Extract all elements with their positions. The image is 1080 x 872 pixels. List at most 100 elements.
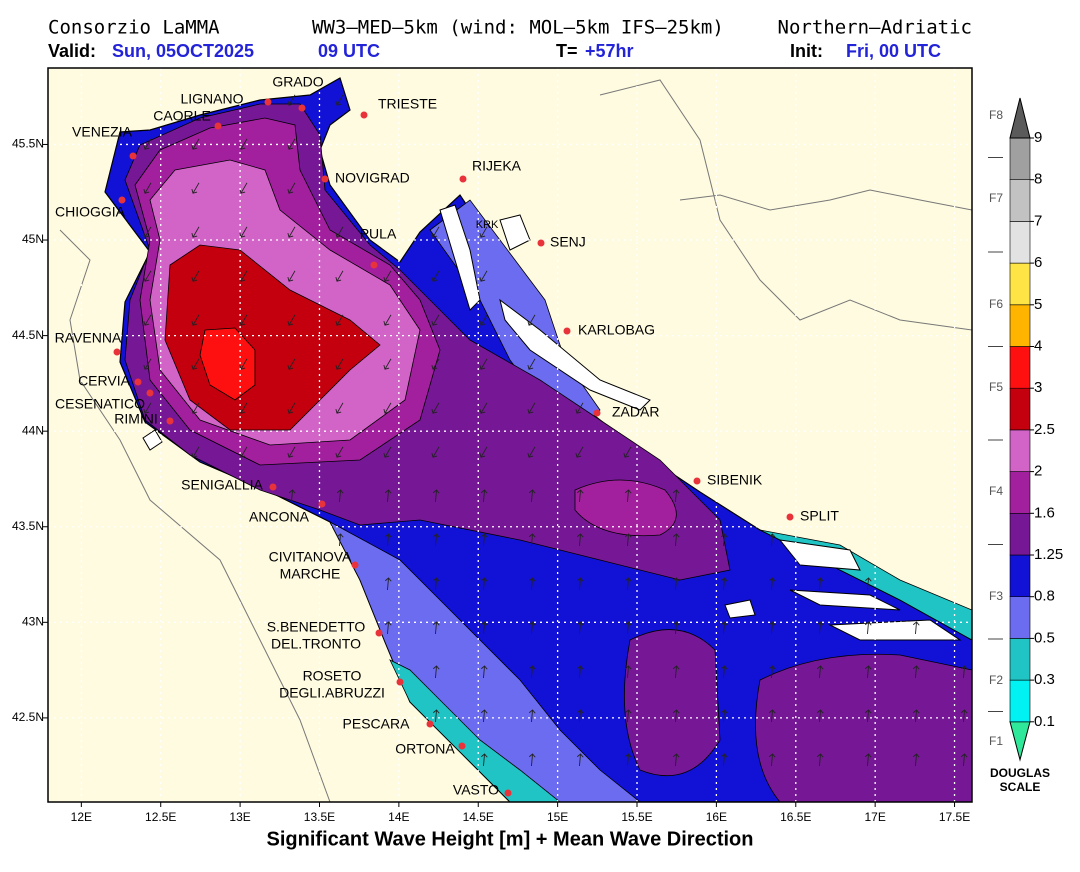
- arrow: [239, 182, 248, 194]
- arrow: [527, 358, 536, 370]
- arrow: [336, 533, 344, 547]
- arrow: [479, 226, 488, 238]
- x-tick-label: 14.5E: [463, 810, 494, 824]
- colorbar: 0.1 0.3 0.5 0.8 1.25 1.6 2 2.5 3 4 5 6 7 8 9 F1 F2 F3 F4 F5…: [988, 97, 1063, 794]
- arrow: [287, 94, 296, 106]
- colorbar-box: [1009, 554, 1031, 598]
- valid-label: Valid:: [48, 41, 96, 61]
- arrow: [143, 314, 152, 326]
- arrow: [864, 709, 872, 723]
- arrow: [191, 358, 200, 370]
- city-label: CERVIA: [78, 373, 131, 389]
- city-label: RIJEKA: [472, 158, 522, 174]
- graticule: [48, 68, 972, 802]
- x-tick-label: 13E: [229, 810, 250, 824]
- colorbar-high: [1009, 97, 1031, 139]
- arrow: [479, 402, 488, 414]
- arrow: [624, 489, 632, 503]
- city-dot: [396, 678, 404, 686]
- colorbar-box: [1009, 387, 1031, 431]
- colorbar-box: [1009, 346, 1031, 389]
- colorbar-box: [1009, 137, 1031, 181]
- arrow: [576, 665, 584, 679]
- arrow: [431, 446, 440, 458]
- arrow: [912, 753, 920, 767]
- arrow: [335, 402, 344, 414]
- city-dot: [351, 561, 359, 569]
- arrow: [528, 665, 536, 679]
- city-label: ZADAR: [612, 404, 659, 420]
- arrow: [383, 270, 392, 282]
- arrow: [383, 446, 392, 458]
- arrow: [575, 446, 584, 458]
- islands: [142, 204, 962, 641]
- model: WW3–MED–5km (wind: MOL–5km IFS–25km): [312, 17, 724, 39]
- city-label: SENJ: [550, 234, 586, 250]
- arrow: [912, 709, 920, 723]
- contour-1.6-east: [574, 479, 677, 537]
- arrow: [768, 753, 776, 767]
- city-label: VENEZIA: [72, 124, 133, 140]
- island: [778, 539, 861, 571]
- island: [789, 589, 901, 611]
- city-label: LIGNANO: [180, 91, 243, 107]
- borders: [59, 79, 972, 802]
- arrow: [720, 533, 728, 547]
- arrow: [432, 665, 440, 679]
- lead-label: T=: [556, 41, 578, 61]
- y-tick-label: 43N: [22, 614, 44, 628]
- x-tick-label: 15E: [547, 810, 568, 824]
- city-label: SENIGALLIA: [181, 477, 263, 493]
- arrow: [287, 138, 296, 150]
- arrow: [528, 577, 536, 591]
- arrow: [191, 314, 200, 326]
- city-label: MARCHE: [280, 566, 341, 582]
- y-tick-label: 42.5N: [12, 710, 44, 724]
- city-dot: [459, 175, 467, 183]
- arrow: [624, 753, 632, 767]
- arrow: [431, 402, 440, 414]
- colorbar-label: 7: [1034, 212, 1042, 229]
- x-tick-label: 17.5E: [939, 810, 970, 824]
- island: [499, 298, 651, 411]
- arrow: [287, 402, 296, 414]
- colorbar-low: [1009, 721, 1031, 762]
- arrow: [768, 665, 776, 679]
- city-label: NOVIGRAD: [335, 170, 410, 186]
- arrow: [816, 621, 824, 635]
- arrow: [720, 621, 728, 635]
- douglas-label: F2: [989, 673, 1003, 687]
- arrow: [480, 621, 488, 635]
- y-tick-label: 43.5N: [12, 519, 44, 533]
- arrow: [864, 621, 872, 635]
- init-label: Init:: [790, 41, 823, 61]
- arrow: [768, 533, 776, 547]
- arrow: [576, 533, 584, 547]
- city-label: SIBENIK: [707, 472, 763, 488]
- arrow: [191, 270, 200, 282]
- arrow: [576, 577, 584, 591]
- city-dot: [321, 175, 329, 183]
- colorbar-box: [1009, 471, 1031, 514]
- city-label: ANCONA: [249, 509, 310, 525]
- contour-0.5: [329, 521, 641, 802]
- arrow: [672, 533, 680, 547]
- city-dot: [563, 327, 571, 335]
- arrow: [624, 533, 632, 547]
- city-label: CIVITANOVA: [269, 549, 352, 565]
- arrow: [143, 358, 152, 370]
- arrow: [816, 753, 824, 767]
- arrow: [720, 753, 728, 767]
- arrow: [287, 182, 296, 194]
- arrow: [480, 753, 488, 767]
- contour-0.3: [389, 659, 561, 802]
- arrow: [288, 489, 296, 503]
- colorbar-box: [1009, 596, 1031, 639]
- city-label: S.BENEDETTO: [267, 619, 366, 635]
- island: [724, 599, 756, 619]
- direction-arrows: [143, 94, 968, 767]
- arrow: [383, 314, 392, 326]
